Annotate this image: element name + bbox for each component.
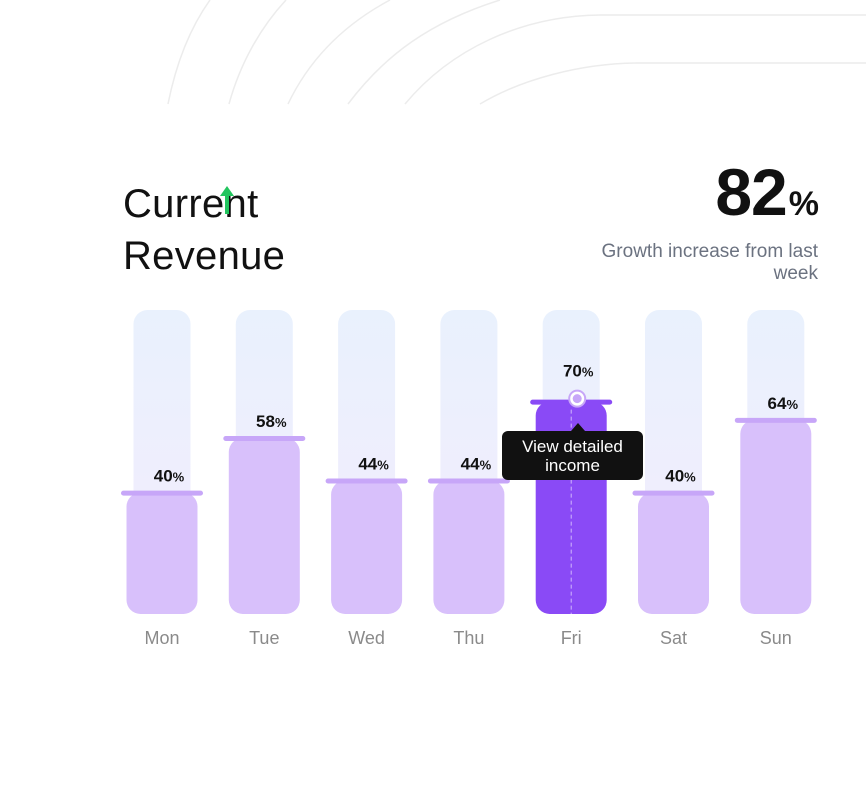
- bar-cap: [121, 490, 203, 496]
- growth-value: 82: [715, 155, 787, 229]
- growth-stat: 82% Growth increase from last week: [588, 155, 819, 285]
- category-label-mon: Mon: [144, 628, 179, 648]
- category-label-sun: Sun: [760, 628, 792, 648]
- highlight-marker-dot: [572, 394, 582, 404]
- tooltip-label: View detailed income: [522, 436, 623, 475]
- category-label-tue: Tue: [249, 628, 279, 648]
- bar-mon[interactable]: [126, 492, 198, 614]
- category-label-thu: Thu: [453, 628, 484, 648]
- category-label-wed: Wed: [348, 628, 385, 648]
- bar-wed[interactable]: [331, 480, 403, 614]
- value-label-tue: 58%: [256, 412, 287, 431]
- detail-tooltip[interactable]: View detailed income: [502, 423, 643, 480]
- title-line-1: Current: [123, 182, 259, 226]
- bar-thu[interactable]: [433, 480, 505, 614]
- chart-title: Current Revenue: [123, 178, 285, 282]
- value-label-sat: 40%: [665, 467, 696, 486]
- growth-unit: %: [788, 185, 819, 223]
- bar-sun[interactable]: [740, 419, 812, 614]
- growth-value-line: 82%: [588, 155, 819, 241]
- value-label-mon: 40%: [154, 467, 185, 486]
- bar-sat[interactable]: [638, 492, 709, 614]
- bar-tue[interactable]: [228, 438, 300, 614]
- growth-caption: Growth increase from last week: [601, 241, 818, 284]
- bar-cap: [734, 417, 817, 423]
- title-line-2: Revenue: [123, 234, 286, 278]
- value-label-fri: 70%: [563, 362, 594, 381]
- category-label-fri: Fri: [561, 628, 582, 648]
- bar-cap: [325, 478, 408, 484]
- value-label-sun: 64%: [768, 394, 799, 413]
- category-label-sat: Sat: [660, 628, 687, 648]
- bar-cap: [427, 478, 510, 484]
- value-label-thu: 44%: [461, 455, 492, 474]
- value-label-wed: 44%: [358, 455, 389, 474]
- bar-cap: [632, 490, 715, 496]
- bar-cap: [223, 436, 306, 442]
- arrow-up-icon: [220, 186, 234, 214]
